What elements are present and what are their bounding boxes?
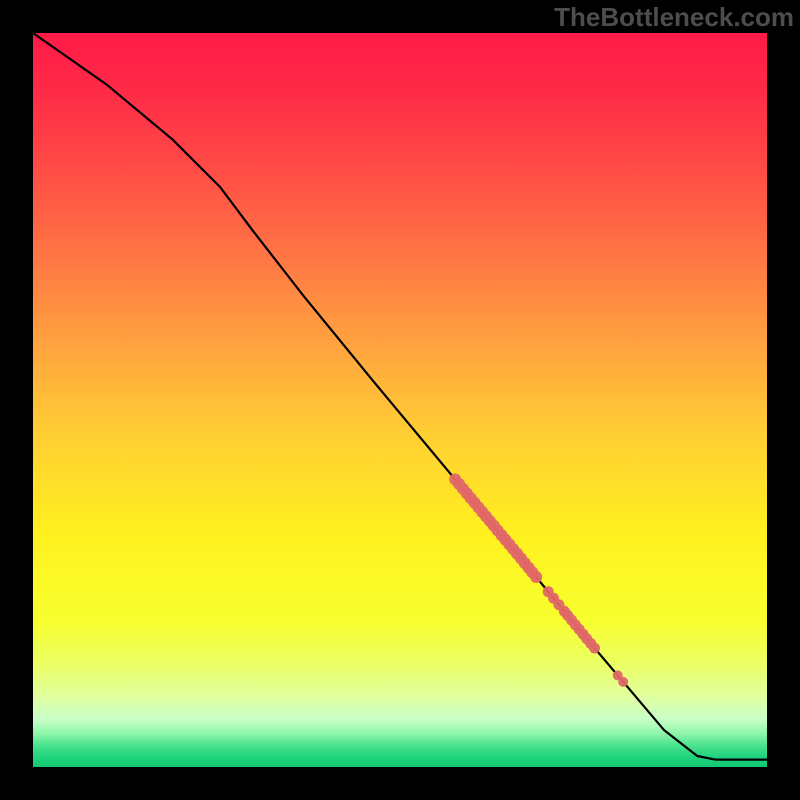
chart-overlay: [33, 33, 767, 767]
bottleneck-curve: [33, 33, 767, 760]
data-marker: [530, 571, 542, 583]
data-marker: [618, 677, 628, 687]
plot-area: [33, 33, 767, 767]
data-marker: [589, 643, 600, 654]
watermark-text: TheBottleneck.com: [554, 2, 794, 33]
chart-container: { "canvas": { "width": 800, "height": 80…: [0, 0, 800, 800]
